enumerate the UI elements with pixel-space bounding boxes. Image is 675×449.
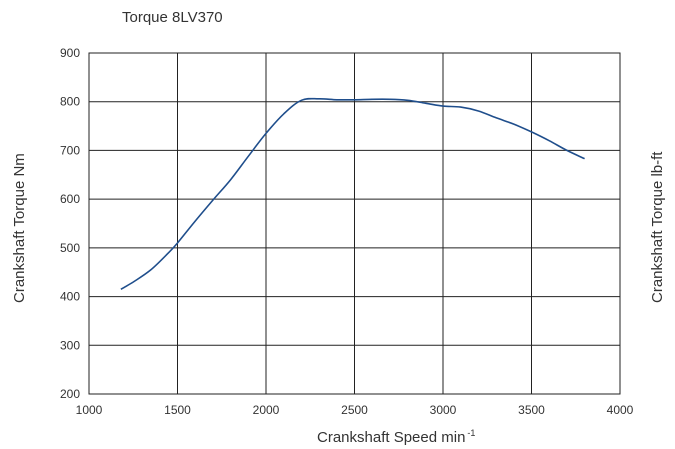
- y-tick-label: 900: [60, 46, 80, 60]
- y-axis-label: Crankshaft Torque Nm: [11, 153, 28, 303]
- x-tick-label: 1500: [164, 403, 191, 417]
- x-tick-label: 3500: [518, 403, 545, 417]
- x-axis-label-text: Crankshaft Speed min: [317, 429, 466, 446]
- series-group: [120, 97, 585, 290]
- torque-line: [120, 97, 585, 290]
- y-tick-label: 300: [60, 338, 80, 352]
- x-tick-labels: 1000 1500 2000 2500 3000 3500 4000: [76, 403, 634, 417]
- x-axis-label: Crankshaft Speed min -1: [317, 428, 475, 446]
- y-tick-labels: 200 300 400 500 600 700 800 900: [60, 46, 80, 401]
- x-axis-label-superscript: -1: [467, 428, 476, 438]
- grid: [88, 52, 621, 395]
- y-axis-label-right: Crankshaft Torque lb-ft: [649, 151, 666, 303]
- x-tick-label: 4000: [607, 403, 634, 417]
- x-tick-label: 2500: [341, 403, 368, 417]
- x-tick-label: 3000: [430, 403, 457, 417]
- y-tick-label: 600: [60, 192, 80, 206]
- y-tick-label: 200: [60, 387, 80, 401]
- x-tick-label: 2000: [253, 403, 280, 417]
- y-tick-label: 700: [60, 143, 80, 157]
- plot-border: [88, 52, 621, 395]
- y-tick-label: 500: [60, 241, 80, 255]
- x-tick-label: 1000: [76, 403, 103, 417]
- y-tick-label: 400: [60, 290, 80, 304]
- y-tick-label: 800: [60, 95, 80, 109]
- chart-title: Torque 8LV370: [122, 9, 223, 26]
- plot-frame: [88, 52, 621, 395]
